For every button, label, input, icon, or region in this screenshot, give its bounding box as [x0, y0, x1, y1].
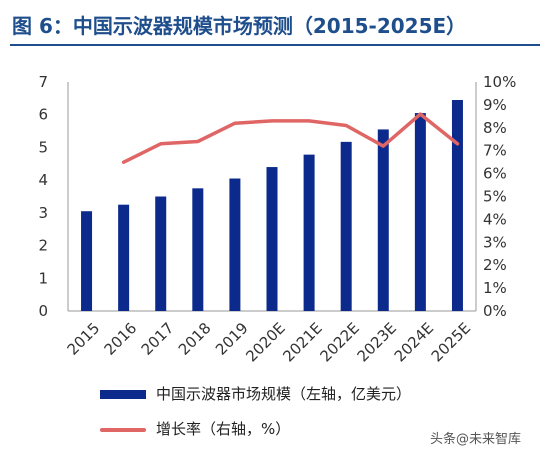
left-tick-label: 0: [38, 302, 48, 320]
left-tick-label: 3: [38, 204, 48, 222]
bar: [118, 204, 130, 311]
right-tick-label: 7%: [483, 142, 507, 160]
left-tick-label: 2: [38, 237, 48, 255]
bar: [414, 113, 426, 311]
title-divider: [10, 44, 540, 46]
bar: [81, 211, 93, 311]
x-tick-label: 2024E: [391, 319, 437, 365]
legend-bar-swatch: [100, 390, 146, 399]
x-tick-label: 2020E: [242, 319, 288, 365]
watermark: 头条@未来智库: [430, 432, 522, 447]
right-tick-label: 1%: [483, 279, 507, 297]
bar: [229, 178, 241, 311]
legend-line-swatch: [100, 427, 146, 432]
x-tick-label: 2025E: [428, 319, 474, 365]
bar: [192, 188, 204, 311]
bar: [377, 129, 389, 311]
left-tick-label: 5: [38, 138, 48, 156]
x-tick-label: 2021E: [279, 319, 325, 365]
right-tick-label: 10%: [483, 73, 516, 91]
x-tick-label: 2023E: [354, 319, 400, 365]
x-tick-label: 2016: [101, 319, 141, 359]
right-tick-label: 9%: [483, 96, 507, 114]
page-title: 图 6：中国示波器规模市场预测（2015-2025E）: [12, 14, 467, 38]
x-tick-label: 2017: [138, 319, 178, 359]
legend-bar-label: 中国示波器市场规模（左轴，亿美元）: [156, 385, 412, 403]
left-tick-label: 4: [38, 171, 48, 189]
bar: [266, 167, 278, 311]
bar: [451, 99, 463, 311]
left-tick-label: 6: [38, 106, 48, 124]
right-tick-label: 6%: [483, 165, 507, 183]
right-tick-label: 5%: [483, 188, 507, 206]
right-tick-label: 4%: [483, 210, 507, 228]
x-tick-label: 2015: [64, 319, 104, 359]
legend-item-line: 增长率（右轴，%）: [100, 418, 290, 439]
x-tick-label: 2022E: [317, 319, 363, 365]
left-tick-label: 7: [38, 73, 48, 91]
legend-line-label: 增长率（右轴，%）: [156, 420, 291, 438]
x-tick-label: 2018: [175, 319, 215, 359]
bar: [340, 141, 352, 311]
right-tick-label: 2%: [483, 256, 507, 274]
legend-item-bar: 中国示波器市场规模（左轴，亿美元）: [100, 383, 411, 404]
right-tick-label: 3%: [483, 233, 507, 251]
growth-line: [121, 112, 460, 164]
left-tick-label: 1: [38, 269, 48, 287]
bar: [303, 154, 315, 311]
right-tick-label: 0%: [483, 302, 507, 320]
bar: [155, 196, 167, 311]
right-tick-label: 8%: [483, 119, 507, 137]
